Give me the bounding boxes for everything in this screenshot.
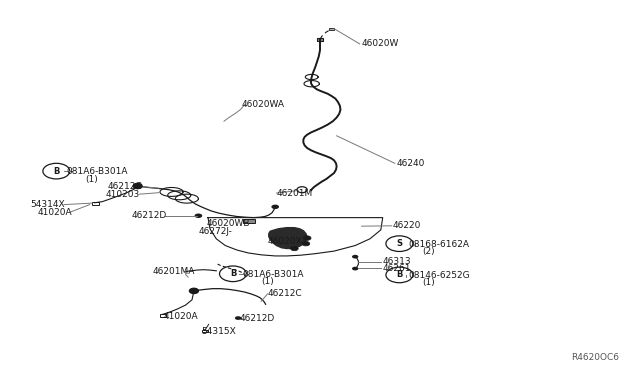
Text: 46201M: 46201M [276, 189, 313, 198]
Text: B: B [396, 270, 403, 279]
Text: 410203: 410203 [106, 190, 140, 199]
Text: 41020A: 41020A [163, 312, 198, 321]
Text: 46201MA: 46201MA [152, 267, 195, 276]
Bar [329, 28, 334, 30]
Circle shape [302, 241, 310, 246]
Text: 46220: 46220 [393, 221, 421, 230]
Text: 081A6-B301A: 081A6-B301A [66, 167, 127, 176]
Text: 46020X: 46020X [268, 237, 302, 246]
Circle shape [271, 205, 279, 209]
Circle shape [291, 246, 298, 251]
Text: 08146-6252G: 08146-6252G [408, 271, 470, 280]
Circle shape [352, 255, 358, 259]
Bar [92, 202, 99, 205]
Bar [202, 330, 208, 332]
Text: S: S [396, 239, 403, 248]
Text: 46313: 46313 [383, 257, 412, 266]
Circle shape [189, 288, 198, 294]
Text: (1): (1) [85, 175, 98, 184]
Text: 46261: 46261 [383, 264, 412, 273]
Text: 46240: 46240 [397, 159, 425, 168]
Text: 46020W: 46020W [362, 39, 399, 48]
Text: 54315X: 54315X [202, 327, 236, 336]
Circle shape [303, 236, 311, 240]
Text: (1): (1) [422, 278, 435, 287]
Text: B: B [53, 167, 60, 176]
Text: 46272J-: 46272J- [198, 227, 232, 236]
Circle shape [235, 316, 241, 320]
Text: 46212D: 46212D [131, 211, 166, 220]
Text: 08168-6162A: 08168-6162A [408, 240, 469, 249]
Text: 081A6-B301A: 081A6-B301A [242, 270, 303, 279]
Bar [317, 38, 323, 41]
Text: 46212C: 46212C [268, 289, 302, 298]
Text: 41020A: 41020A [37, 208, 72, 217]
Bar [160, 314, 166, 317]
Text: (1): (1) [261, 278, 274, 286]
Text: 46020WA: 46020WA [242, 100, 285, 109]
Text: 46212C: 46212C [108, 182, 142, 191]
Text: B: B [230, 269, 236, 278]
Text: 54314X: 54314X [31, 200, 65, 209]
Text: 46212D: 46212D [240, 314, 275, 323]
Circle shape [195, 214, 202, 218]
Polygon shape [269, 228, 307, 248]
Circle shape [133, 183, 142, 189]
Circle shape [352, 267, 358, 270]
Bar [243, 219, 255, 223]
Text: (2): (2) [422, 247, 435, 256]
Text: R4620OC6: R4620OC6 [572, 353, 620, 362]
Text: 46020WB: 46020WB [207, 219, 250, 228]
